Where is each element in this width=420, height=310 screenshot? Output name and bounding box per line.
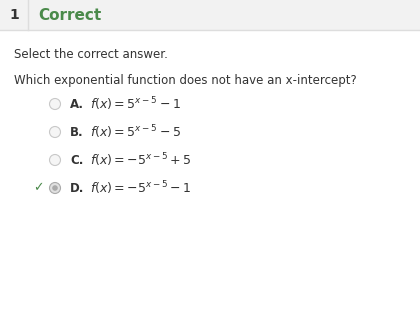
Text: Which exponential function does not have an x-intercept?: Which exponential function does not have… xyxy=(14,74,357,87)
Text: B.: B. xyxy=(70,126,84,139)
Text: Select the correct answer.: Select the correct answer. xyxy=(14,48,168,61)
Text: Correct: Correct xyxy=(38,7,101,23)
Text: D.: D. xyxy=(70,181,84,194)
Circle shape xyxy=(52,185,58,191)
Text: $f(x) = 5^{x-5} - 1$: $f(x) = 5^{x-5} - 1$ xyxy=(90,95,181,113)
Circle shape xyxy=(50,126,60,138)
Text: $f(x) = {-5}^{x-5} - 1$: $f(x) = {-5}^{x-5} - 1$ xyxy=(90,179,192,197)
Text: $f(x) = {-5}^{x-5} + 5$: $f(x) = {-5}^{x-5} + 5$ xyxy=(90,151,192,169)
Circle shape xyxy=(50,99,60,109)
Circle shape xyxy=(50,154,60,166)
Circle shape xyxy=(50,183,60,193)
Text: A.: A. xyxy=(70,98,84,110)
Text: 1: 1 xyxy=(9,8,19,22)
Bar xyxy=(0,0,420,30)
Text: C.: C. xyxy=(70,153,84,166)
Text: ✓: ✓ xyxy=(33,181,43,194)
Text: $f(x) = 5^{x-5} - 5$: $f(x) = 5^{x-5} - 5$ xyxy=(90,123,181,141)
